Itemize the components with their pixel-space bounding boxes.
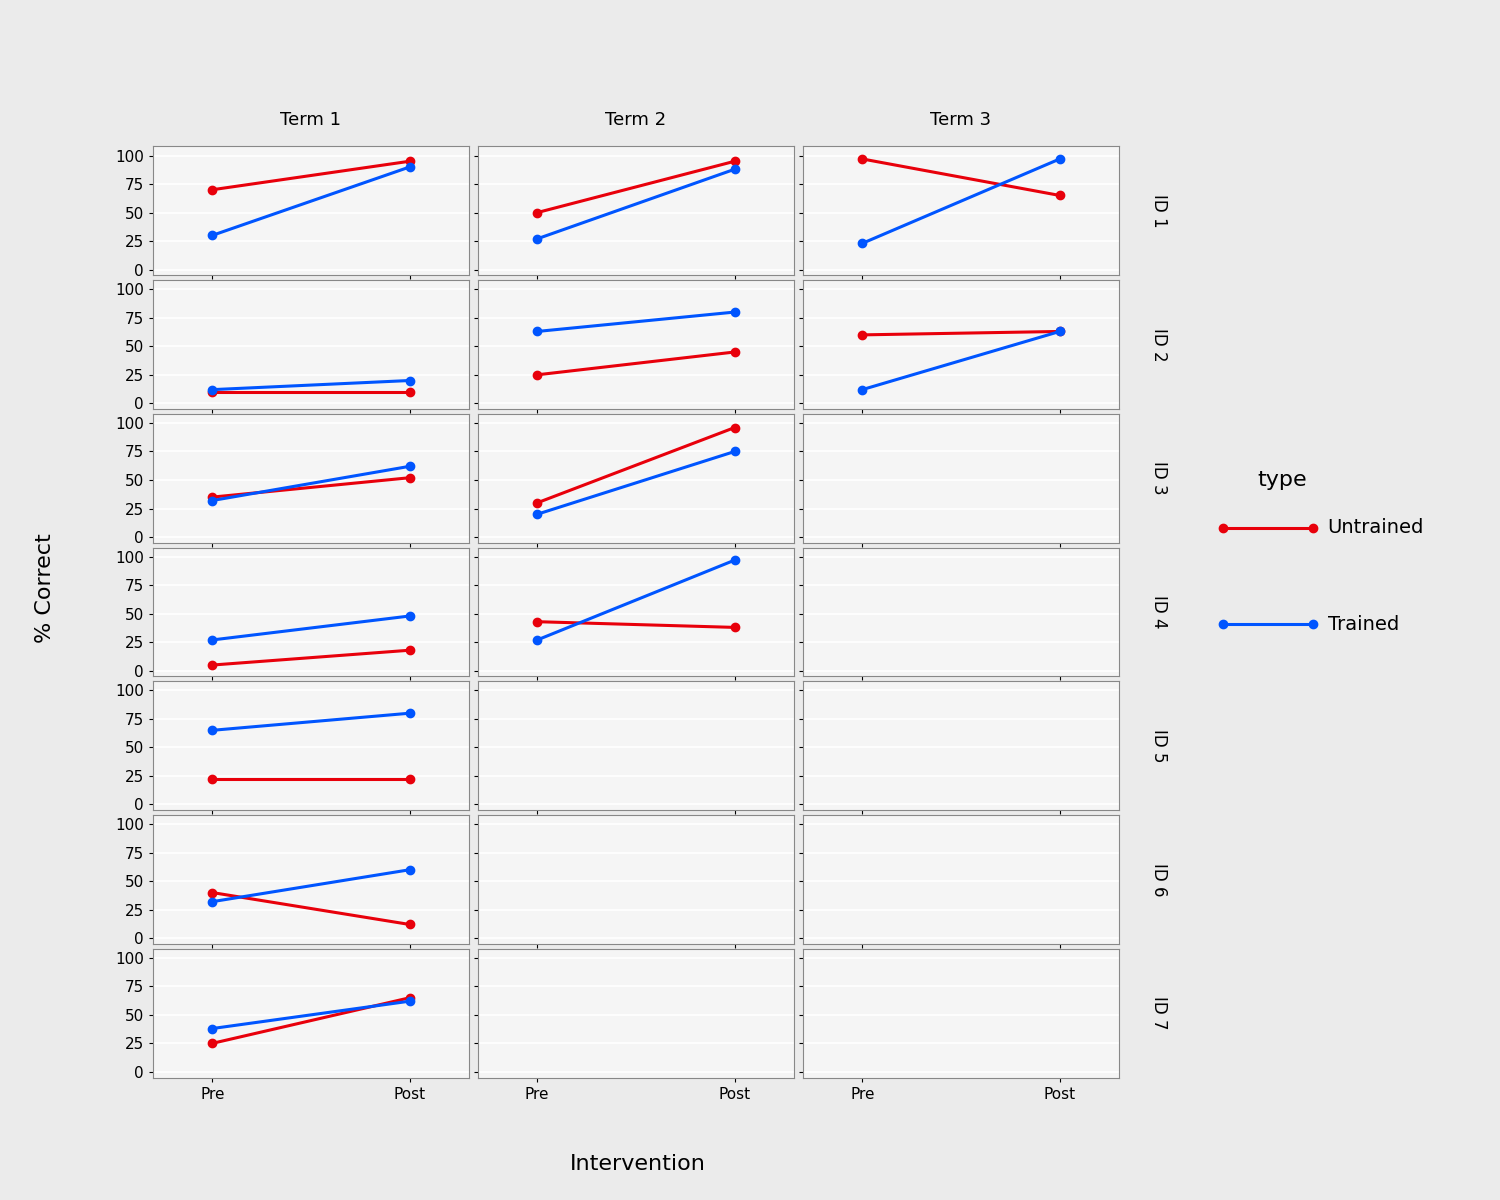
Text: Term 1: Term 1	[280, 110, 342, 128]
Text: Term 3: Term 3	[930, 110, 992, 128]
Text: ID 5: ID 5	[1150, 728, 1168, 762]
Text: Untrained: Untrained	[1328, 518, 1424, 538]
Text: Term 2: Term 2	[606, 110, 666, 128]
Text: ID 3: ID 3	[1150, 462, 1168, 496]
Text: ID 7: ID 7	[1150, 996, 1168, 1030]
Text: Trained: Trained	[1328, 614, 1398, 634]
Text: ID 1: ID 1	[1150, 194, 1168, 228]
Text: Intervention: Intervention	[570, 1154, 705, 1174]
Text: ID 2: ID 2	[1150, 328, 1168, 361]
Text: ID 6: ID 6	[1150, 863, 1168, 896]
Text: type: type	[1257, 470, 1308, 490]
Text: ID 4: ID 4	[1150, 595, 1168, 629]
Text: % Correct: % Correct	[34, 533, 56, 643]
